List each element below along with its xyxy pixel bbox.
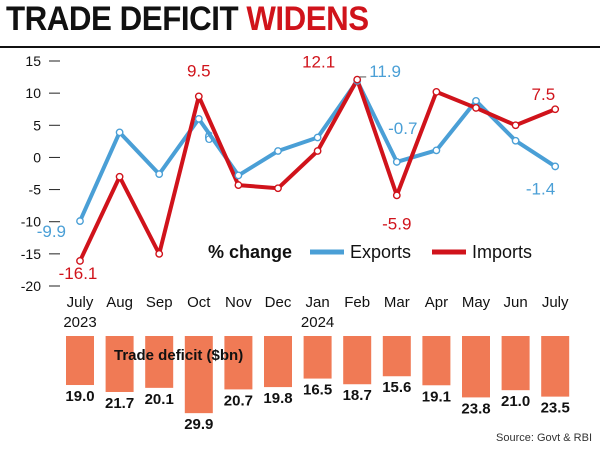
data-point-exports bbox=[392, 158, 401, 166]
data-point-imports bbox=[432, 87, 441, 96]
deficit-value-label: 19.1 bbox=[422, 388, 451, 405]
data-label-imports: 7.5 bbox=[532, 85, 556, 104]
data-point-imports bbox=[234, 181, 243, 189]
data-point-exports bbox=[234, 171, 243, 180]
legend-label-exports: Exports bbox=[350, 242, 411, 262]
deficit-value-label: 19.0 bbox=[65, 388, 94, 405]
y-tick-label: 10 bbox=[25, 85, 41, 101]
data-point-imports bbox=[551, 105, 560, 114]
x-tick-label: Mar bbox=[384, 294, 410, 311]
y-tick-label: -20 bbox=[21, 278, 41, 294]
y-tick-label: 15 bbox=[25, 53, 41, 69]
data-point-exports bbox=[76, 217, 84, 225]
data-point-imports bbox=[194, 92, 203, 101]
deficit-bar bbox=[462, 336, 490, 398]
x-tick-label: July bbox=[542, 294, 569, 311]
data-point-exports bbox=[551, 162, 560, 171]
data-point-imports bbox=[392, 191, 401, 200]
title-part-red: WIDENS bbox=[246, 0, 369, 38]
data-label-imports: -5.9 bbox=[382, 214, 411, 233]
y-tick-label: -15 bbox=[21, 246, 41, 262]
deficit-bar bbox=[541, 336, 570, 397]
data-point-exports bbox=[472, 96, 480, 105]
x-tick-label: Dec bbox=[265, 294, 292, 311]
x-year-label: 2023 bbox=[63, 314, 96, 331]
data-label-imports: 9.5 bbox=[187, 61, 211, 80]
y-tick-label: -5 bbox=[29, 182, 42, 198]
data-point-imports bbox=[313, 147, 322, 155]
data-label-exports: 6 bbox=[204, 128, 213, 147]
y-tick-label: 0 bbox=[33, 149, 41, 165]
data-label-exports: -1.4 bbox=[526, 179, 555, 198]
data-label-imports: -16.1 bbox=[59, 264, 98, 283]
data-point-imports bbox=[115, 172, 124, 181]
deficit-bar bbox=[224, 336, 253, 390]
title-divider bbox=[0, 46, 600, 48]
x-tick-label: Jun bbox=[504, 294, 528, 311]
deficit-value-label: 20.1 bbox=[145, 391, 174, 408]
deficit-value-label: 23.5 bbox=[541, 400, 570, 417]
x-tick-label: July bbox=[67, 294, 94, 311]
deficit-value-label: 18.7 bbox=[343, 387, 372, 404]
data-point-exports bbox=[115, 128, 124, 137]
deficit-bar bbox=[264, 336, 292, 388]
data-point-imports bbox=[155, 249, 164, 258]
deficit-title: Trade deficit ($bn) bbox=[114, 347, 243, 364]
x-year-label: 2024 bbox=[301, 314, 334, 331]
deficit-bar bbox=[145, 336, 174, 388]
data-point-imports bbox=[511, 121, 520, 130]
data-point-exports bbox=[511, 136, 520, 145]
title-part-black: TRADE DEFICIT bbox=[6, 0, 239, 38]
x-tick-label: Sep bbox=[146, 294, 173, 311]
data-point-exports bbox=[432, 146, 441, 155]
data-point-imports bbox=[274, 184, 282, 193]
deficit-value-label: 21.7 bbox=[105, 395, 134, 412]
y-tick-label: -10 bbox=[21, 214, 41, 230]
data-point-imports bbox=[472, 104, 480, 112]
data-label-exports: -9.9 bbox=[37, 222, 66, 241]
x-tick-label: Apr bbox=[425, 294, 448, 311]
deficit-bar bbox=[303, 336, 332, 379]
y-tick-label: 5 bbox=[33, 117, 41, 133]
data-point-exports bbox=[194, 114, 203, 123]
data-point-exports bbox=[313, 133, 322, 142]
data-point-imports bbox=[76, 257, 84, 265]
data-point-imports bbox=[353, 75, 362, 84]
deficit-bar bbox=[184, 336, 213, 414]
deficit-value-label: 19.8 bbox=[263, 390, 292, 407]
legend-title: % change bbox=[208, 242, 292, 262]
deficit-bar bbox=[343, 336, 372, 385]
data-label-exports: 11.9 bbox=[369, 62, 401, 81]
x-tick-label: Jan bbox=[306, 294, 330, 311]
data-label-exports: -0.7 bbox=[388, 119, 417, 138]
legend-label-imports: Imports bbox=[472, 242, 532, 262]
data-label-imports: 12.1 bbox=[302, 53, 335, 72]
deficit-bar bbox=[382, 336, 411, 377]
x-tick-label: Oct bbox=[187, 294, 211, 311]
chart-title: TRADE DEFICIT WIDENS bbox=[6, 0, 369, 39]
deficit-bar bbox=[66, 336, 94, 386]
x-tick-label: Nov bbox=[225, 294, 252, 311]
deficit-value-label: 20.7 bbox=[224, 392, 253, 409]
deficit-value-label: 16.5 bbox=[303, 382, 332, 399]
deficit-value-label: 15.6 bbox=[382, 379, 411, 396]
deficit-value-label: 21.0 bbox=[501, 393, 530, 410]
deficit-bar bbox=[501, 336, 530, 391]
x-tick-label: Aug bbox=[106, 294, 133, 311]
source-note: Source: Govt & RBI bbox=[496, 432, 592, 444]
x-tick-label: May bbox=[462, 294, 491, 311]
deficit-bar bbox=[422, 336, 451, 386]
deficit-value-label: 23.8 bbox=[461, 400, 490, 417]
x-tick-label: Feb bbox=[344, 294, 370, 311]
data-point-exports bbox=[274, 147, 282, 155]
deficit-value-label: 29.9 bbox=[184, 416, 213, 433]
data-point-exports bbox=[155, 170, 164, 179]
deficit-bar bbox=[105, 336, 134, 392]
